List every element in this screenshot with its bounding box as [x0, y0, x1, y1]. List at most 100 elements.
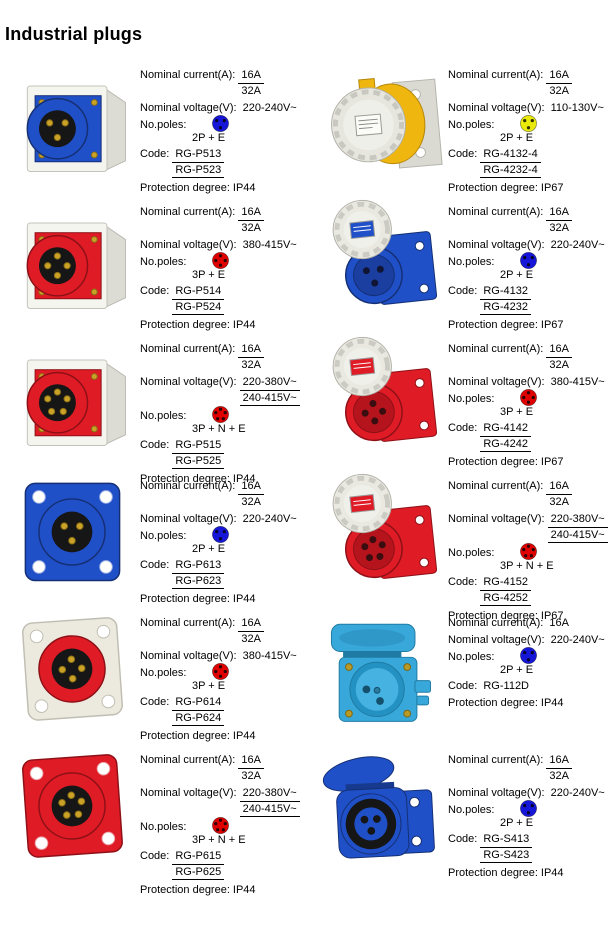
current-value-2: 32A	[241, 496, 261, 508]
spec-label-code: Code:	[448, 285, 478, 297]
current-value-1: 16A	[546, 206, 572, 221]
poles-value: 3P + N + E	[192, 834, 246, 846]
product-specs: Nominal current(A): 16A 32A Nominal volt…	[448, 742, 615, 879]
spec-label-code: Code:	[140, 696, 170, 708]
spec-label-protection: Protection degree:	[140, 319, 230, 331]
spec-code: Code: RG-4132-4 RG-4232-4	[448, 148, 615, 178]
spec-voltage: Nominal voltage(V): 220-240V~	[448, 787, 615, 800]
spec-label-poles: No.poles:	[140, 119, 187, 131]
product-card: Nominal current(A): 16A Nominal voltage(…	[308, 605, 615, 742]
spec-poles: No.poles:	[448, 115, 615, 132]
spec-poles: No.poles:	[140, 663, 308, 680]
product-photo	[312, 331, 448, 456]
spec-voltage: Nominal voltage(V): 220-240V~	[140, 513, 308, 526]
protection-value: IP44	[232, 730, 256, 742]
product-card: Nominal current(A): 16A 32A Nominal volt…	[308, 468, 615, 622]
spec-protection: Protection degree: IP67	[448, 182, 615, 195]
spec-voltage: Nominal voltage(V): 220-240V~	[448, 239, 615, 252]
product-card: Nominal current(A): 16A 32A Nominal volt…	[0, 742, 308, 896]
spec-code: Code: RG-P613 RG-P623	[140, 559, 308, 589]
code-value-1: RG-P515	[172, 439, 225, 454]
spec-label-code: Code:	[448, 680, 478, 692]
product-card: Nominal current(A): 16A 32A Nominal volt…	[0, 194, 308, 331]
protection-value: IP44	[540, 697, 564, 709]
spec-protection: Protection degree: IP44	[448, 697, 615, 710]
current-values: 16A 32A	[238, 617, 264, 646]
code-value-1: RG-P514	[172, 285, 225, 300]
product-card: Nominal current(A): 16A 32A Nominal volt…	[308, 331, 615, 468]
spec-voltage: Nominal voltage(V): 110-130V~	[448, 102, 615, 115]
protection-value: IP67	[540, 319, 564, 331]
product-card: Nominal current(A): 16A 32A Nominal volt…	[308, 57, 615, 194]
spec-label-poles: No.poles:	[448, 256, 495, 268]
current-value-2: 32A	[241, 222, 261, 234]
spec-label-voltage: Nominal voltage(V):	[140, 787, 237, 799]
spec-poles: No.poles:	[140, 817, 308, 834]
product-photo	[312, 605, 448, 730]
spec-label-code: Code:	[140, 850, 170, 862]
spec-label-current: Nominal current(A):	[140, 69, 236, 81]
voltage-values: 220-240V~	[548, 787, 608, 800]
spec-label-voltage: Nominal voltage(V):	[448, 376, 545, 388]
voltage-value-1: 380-415V~	[242, 239, 297, 251]
spec-protection: Protection degree: IP44	[448, 867, 615, 880]
current-value-1: 16A	[238, 206, 264, 221]
current-value-2: 32A	[241, 633, 261, 645]
code-value-1: RG-112D	[483, 680, 530, 692]
protection-value: IP44	[540, 867, 564, 879]
code-value-1: RG-P614	[172, 696, 225, 711]
pole-color-dot-icon	[519, 646, 538, 665]
spec-label-voltage: Nominal voltage(V):	[448, 634, 545, 646]
spec-current: Nominal current(A): 16A 32A	[140, 206, 308, 235]
spec-label-voltage: Nominal voltage(V):	[140, 102, 237, 114]
code-value-1: RG-P513	[172, 148, 225, 163]
spec-label-voltage: Nominal voltage(V):	[140, 650, 237, 662]
code-value-2: RG-4232-4	[480, 163, 541, 178]
spec-label-voltage: Nominal voltage(V):	[140, 239, 237, 251]
code-value-1: RG-4132	[480, 285, 531, 300]
poles-value: 3P + N + E	[192, 423, 246, 435]
current-value-1: 16A	[546, 754, 572, 769]
pole-color-dot-icon	[519, 114, 538, 133]
spec-voltage: Nominal voltage(V): 220-380V~ 240-415V~	[448, 513, 615, 543]
code-value-1: RG-S413	[480, 833, 533, 848]
spec-label-protection: Protection degree:	[140, 473, 230, 485]
spec-current: Nominal current(A): 16A 32A	[140, 754, 308, 783]
code-value-2: RG-P525	[172, 454, 225, 469]
spec-label-protection: Protection degree:	[448, 867, 538, 879]
spec-protection: Protection degree: IP44	[140, 730, 308, 743]
voltage-value-1: 110-130V~	[550, 102, 604, 114]
spec-label-current: Nominal current(A):	[448, 343, 544, 355]
current-value-1: 16A	[238, 480, 264, 495]
spec-voltage: Nominal voltage(V): 380-415V~	[448, 376, 615, 389]
voltage-values: 380-415V~	[548, 376, 608, 389]
code-values: RG-112D	[480, 680, 532, 693]
spec-code: Code: RG-112D	[448, 680, 615, 693]
spec-label-voltage: Nominal voltage(V):	[448, 513, 545, 525]
spec-label-current: Nominal current(A):	[140, 617, 236, 629]
product-photo	[4, 742, 140, 867]
spec-label-protection: Protection degree:	[448, 697, 538, 709]
spec-label-protection: Protection degree:	[140, 730, 230, 742]
pole-color-dot-icon	[211, 251, 230, 270]
voltage-values: 220-380V~ 240-415V~	[239, 376, 300, 406]
voltage-values: 380-415V~	[240, 239, 300, 252]
spec-current: Nominal current(A): 16A 32A	[140, 617, 308, 646]
spec-label-code: Code:	[448, 148, 478, 160]
spec-label-voltage: Nominal voltage(V):	[140, 513, 237, 525]
code-values: RG-P515 RG-P525	[172, 439, 225, 469]
spec-current: Nominal current(A): 16A 32A	[140, 69, 308, 98]
voltage-values: 380-415V~	[240, 650, 300, 663]
protection-value: IP67	[540, 182, 564, 194]
current-value-2: 32A	[549, 359, 569, 371]
product-grid: Nominal current(A): 16A 32A Nominal volt…	[0, 57, 615, 896]
spec-label-code: Code:	[140, 148, 170, 160]
current-value-2: 32A	[549, 496, 569, 508]
spec-label-current: Nominal current(A):	[448, 69, 544, 81]
protection-value: IP44	[232, 182, 256, 194]
code-values: RG-4142 RG-4242	[480, 422, 531, 452]
spec-label-current: Nominal current(A):	[140, 754, 236, 766]
voltage-values: 220-240V~	[240, 102, 300, 115]
spec-poles: No.poles:	[140, 406, 308, 423]
spec-protection: Protection degree: IP44	[140, 884, 308, 897]
